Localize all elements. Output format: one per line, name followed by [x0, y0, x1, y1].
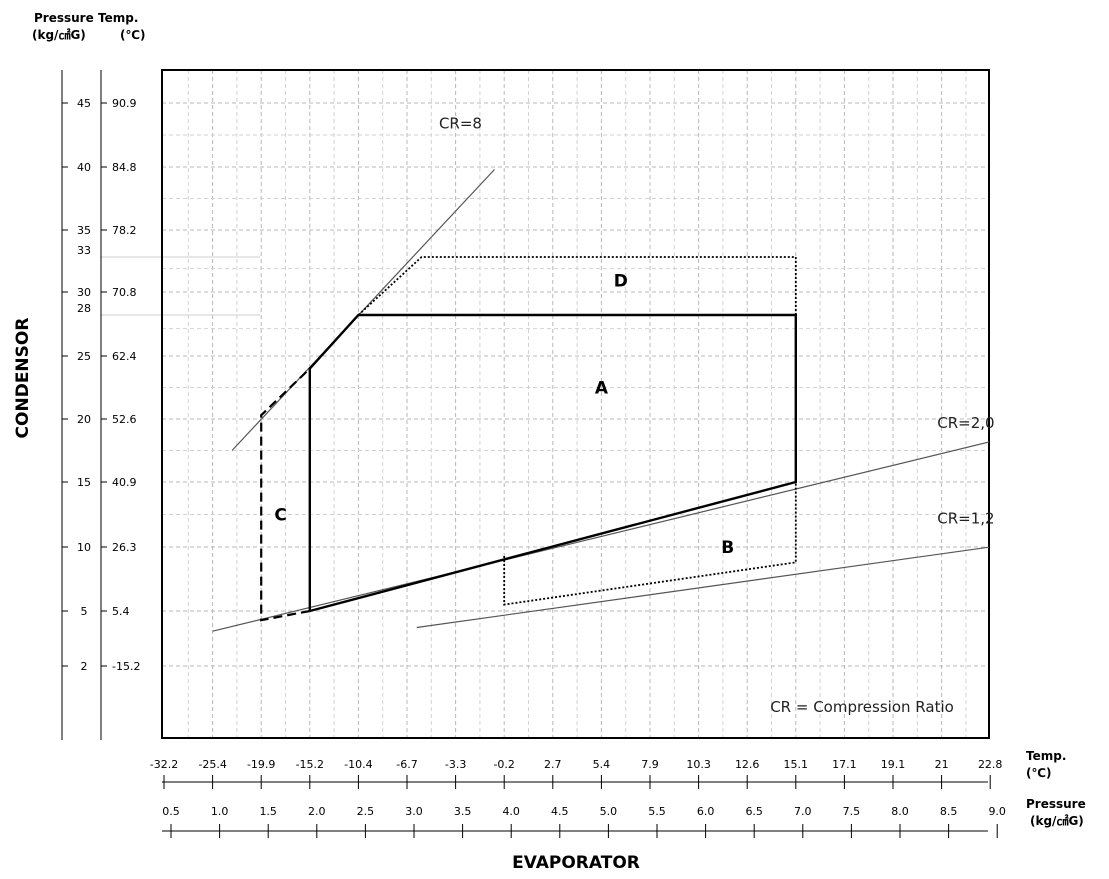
condenser-temp-tick-label: 70.8	[112, 286, 137, 299]
evaporator-pressure-tick-label: 3.0	[405, 805, 423, 818]
evaporator-temp-tick-label: 19.1	[881, 758, 906, 771]
evaporator-pressure-tick-label: 8.5	[940, 805, 958, 818]
evaporator-temp-tick-label: 12.6	[735, 758, 760, 771]
evaporator-pressure-tick-label: 4.0	[502, 805, 520, 818]
condenser-pressure-tick-label: 2	[81, 660, 88, 673]
condenser-temp-header: Temp.	[98, 11, 138, 25]
evaporator-pressure-unit: (kg/㎠G)	[1030, 813, 1084, 828]
evaporator-temp-tick-label: -3.3	[445, 758, 466, 771]
evaporator-temp-tick-label: 22.8	[978, 758, 1003, 771]
condenser-pressure-tick-label: 25	[77, 350, 91, 363]
evaporator-pressure-tick-label: 8.0	[891, 805, 909, 818]
evaporator-temp-tick-label: 7.9	[641, 758, 659, 771]
evaporator-temp-unit: (℃)	[1026, 766, 1052, 780]
evaporator-temp-tick-label: 21	[935, 758, 949, 771]
condenser-temp-tick-label: 90.9	[112, 97, 137, 110]
plot-frame	[161, 69, 990, 739]
evaporator-temp-tick-label: 17.1	[832, 758, 857, 771]
condenser-pressure-unit: (kg/㎠G)	[32, 27, 86, 42]
annotation: CR = Compression Ratio	[770, 698, 954, 716]
condenser-temp-unit: (℃)	[120, 28, 146, 42]
series-label: CR=1,2	[937, 510, 994, 528]
series-line-CR=2,0	[212, 441, 989, 632]
evaporator-temp-tick-label: -10.4	[344, 758, 372, 771]
condenser-temp-tick-label: 52.6	[112, 413, 137, 426]
condenser-temp-tick-label: 26.3	[112, 541, 137, 554]
evaporator-temp-tick-label: -6.7	[396, 758, 417, 771]
grid-lines	[162, 70, 989, 738]
evaporator-pressure-tick-label: 6.0	[697, 805, 715, 818]
evaporator-pressure-tick-label: 5.0	[600, 805, 618, 818]
region-outline-B	[503, 482, 797, 606]
condenser-pressure-tick-label: 5	[81, 605, 88, 618]
condenser-temp-tick-label: 5.4	[112, 605, 130, 618]
evaporator-pressure-tick-label: 4.5	[551, 805, 569, 818]
condenser-pressure-tick-label: 33	[77, 244, 91, 257]
condenser-pressure-header: Pressure	[34, 11, 94, 25]
evaporator-temp-tick-label: 5.4	[593, 758, 611, 771]
evaporator-pressure-tick-label: 2.5	[357, 805, 375, 818]
evaporator-temp-tick-label: -0.2	[493, 758, 514, 771]
condenser-temp-tick-label: 78.2	[112, 224, 137, 237]
evaporator-temp-tick-label: -19.9	[247, 758, 275, 771]
series-line-CR=8	[231, 169, 495, 451]
condenser-pressure-tick-label: 15	[77, 476, 91, 489]
evaporator-pressure-tick-label: 0.5	[162, 805, 180, 818]
condenser-temp-tick-label: 62.4	[112, 350, 137, 363]
condenser-pressure-tick-label: 30	[77, 286, 91, 299]
condenser-temp-tick-label: 40.9	[112, 476, 137, 489]
series-line-CR=1,2	[416, 546, 989, 629]
operating-regions	[260, 256, 797, 622]
evaporator-axes: -32.2 -25.4 -19.9 -15.2 -10.4 -6.7 -3.3 -0.2 2.7…	[150, 749, 1086, 873]
x-axis-title: EVAPORATOR	[512, 853, 640, 873]
evaporator-temp-tick-label: -15.2	[296, 758, 324, 771]
condenser-temp-tick-label: -15.2	[112, 660, 140, 673]
chart-labels: CR=8 CR=2,0 CR=1,2 A B C D CR = Compression Rat…	[274, 115, 994, 716]
evaporator-pressure-tick-label: 5.5	[648, 805, 666, 818]
evaporator-temp-tick-label: -25.4	[198, 758, 226, 771]
region-outline-D	[357, 256, 797, 316]
evaporator-pressure-tick-label: 6.5	[745, 805, 763, 818]
condenser-pressure-tick-label: 28	[77, 302, 91, 315]
evaporator-pressure-tick-label: 9.0	[988, 805, 1006, 818]
evaporator-temp-tick-label: -32.2	[150, 758, 178, 771]
evaporator-temp-tick-label: 15.1	[784, 758, 809, 771]
evaporator-pressure-tick-label: 1.0	[211, 805, 229, 818]
region-label: C	[274, 506, 286, 526]
region-outline-A	[308, 313, 797, 613]
series-label: CR=8	[439, 115, 482, 133]
condenser-pressure-tick-label: 45	[77, 97, 91, 110]
condenser-temp-tick-label: 84.8	[112, 161, 137, 174]
y-axis-title: CONDENSOR	[13, 318, 33, 439]
evaporator-temp-header: Temp.	[1026, 749, 1066, 763]
region-label: A	[595, 379, 609, 399]
region-label: D	[614, 271, 628, 291]
evaporator-pressure-tick-label: 1.5	[259, 805, 277, 818]
evaporator-pressure-tick-label: 7.0	[794, 805, 812, 818]
evaporator-pressure-tick-label: 7.5	[843, 805, 861, 818]
reference-lines	[100, 256, 260, 316]
condenser-pressure-tick-label: 40	[77, 161, 91, 174]
evaporator-pressure-tick-label: 3.5	[454, 805, 472, 818]
compression-ratio-lines	[212, 169, 989, 632]
condenser-pressure-tick-label: 10	[77, 541, 91, 554]
evaporator-temp-tick-label: 2.7	[544, 758, 562, 771]
series-label: CR=2,0	[937, 414, 994, 432]
condenser-pressure-tick-label: 35	[77, 224, 91, 237]
evaporator-temp-tick-label: 10.3	[686, 758, 711, 771]
region-label: B	[721, 538, 734, 558]
evaporator-pressure-tick-label: 2.0	[308, 805, 326, 818]
region-outline-C	[260, 367, 311, 622]
evaporator-pressure-header: Pressure	[1026, 797, 1086, 811]
condenser-pressure-tick-label: 20	[77, 413, 91, 426]
